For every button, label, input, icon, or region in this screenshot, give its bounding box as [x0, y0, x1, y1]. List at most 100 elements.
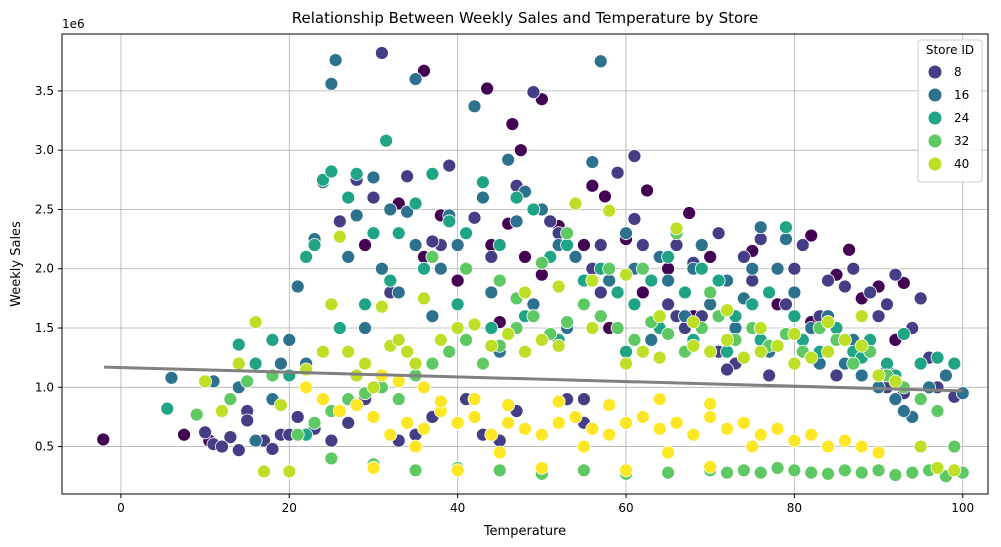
scatter-point — [299, 249, 314, 264]
regression-line — [104, 365, 963, 393]
scatter-point — [703, 459, 718, 474]
data-points — [96, 46, 970, 484]
scatter-point — [476, 190, 490, 205]
scatter-point — [640, 183, 654, 198]
scatter-point — [871, 368, 886, 383]
scatter-point — [854, 338, 869, 353]
scatter-point — [821, 439, 835, 454]
scatter-point — [598, 189, 612, 204]
scatter-point — [534, 332, 549, 347]
scatter-point — [290, 410, 305, 424]
scatter-point — [627, 149, 642, 164]
scatter-point — [442, 158, 457, 173]
legend-marker — [928, 111, 942, 125]
scatter-point — [433, 332, 448, 347]
scatter-point — [762, 368, 777, 383]
scatter-point — [779, 297, 793, 312]
y-tick-label: 3.0 — [35, 143, 54, 157]
scatter-point — [593, 309, 608, 324]
x-tick-label: 40 — [450, 501, 465, 515]
scatter-point — [425, 166, 440, 181]
scatter-point — [509, 214, 524, 229]
axis-ticks: 0 20 40 60 80 100 0.5 1.0 1.5 2.0 2.5 3.0 3.5 — [35, 84, 974, 515]
scatter-point — [484, 285, 499, 300]
scatter-point — [484, 338, 499, 353]
scatter-point — [408, 356, 423, 371]
scatter-point — [240, 413, 255, 428]
scatter-point — [316, 344, 330, 359]
scatter-point — [400, 204, 415, 219]
scatter-point — [871, 309, 886, 324]
scatter-point — [282, 332, 297, 347]
scatter-point — [804, 465, 819, 480]
y-tick-label: 0.5 — [35, 440, 54, 454]
scatter-point — [551, 415, 566, 430]
scatter-point — [577, 297, 591, 312]
scatter-point — [366, 380, 381, 395]
scatter-point — [913, 392, 928, 407]
legend-marker — [928, 134, 942, 148]
scatter-point — [787, 327, 802, 341]
scatter-point — [854, 309, 869, 324]
scatter-point — [703, 297, 718, 312]
x-tick-label: 80 — [787, 501, 802, 515]
chart-title: Relationship Between Weekly Sales and Te… — [292, 9, 758, 27]
scatter-point — [332, 214, 347, 229]
scatter-point — [888, 267, 903, 282]
scatter-point — [383, 273, 398, 288]
scatter-point — [467, 99, 482, 114]
scatter-point — [425, 234, 440, 249]
scatter-point — [627, 332, 642, 347]
scatter-point — [408, 463, 423, 478]
scatter-point — [602, 273, 617, 288]
scatter-point — [930, 461, 945, 475]
scatter-point — [837, 433, 852, 448]
scatter-point — [366, 410, 381, 424]
scatter-point — [231, 337, 246, 352]
scatter-point — [635, 410, 650, 424]
scatter-point — [273, 356, 288, 371]
scatter-point — [374, 261, 389, 276]
scatter-point — [265, 332, 280, 347]
scatter-point — [854, 439, 869, 454]
scatter-point — [753, 220, 768, 235]
scatter-point — [316, 392, 330, 407]
scatter-point — [787, 463, 802, 478]
scatter-point — [930, 350, 945, 365]
scatter-point — [349, 208, 364, 223]
scatter-point — [374, 299, 389, 314]
scatter-point — [248, 433, 263, 448]
scatter-point — [425, 309, 440, 324]
scatter-point — [610, 165, 625, 180]
scatter-point — [400, 344, 415, 359]
scatter-point — [265, 442, 280, 456]
scatter-point — [383, 202, 398, 217]
scatter-point — [854, 368, 869, 383]
legend-entry-label: 40 — [954, 157, 969, 171]
scatter-point — [610, 321, 625, 335]
scatter-point — [711, 226, 726, 241]
scatter-point — [770, 261, 785, 276]
scatter-point — [476, 175, 490, 190]
legend-entry-label: 32 — [954, 134, 969, 148]
scatter-point — [736, 415, 751, 430]
scatter-point — [282, 464, 297, 479]
scatter-point — [501, 415, 516, 430]
scatter-point — [484, 249, 499, 264]
scatter-point — [366, 226, 381, 241]
scatter-point — [753, 321, 768, 335]
scatter-point — [644, 273, 659, 288]
scatter-point — [896, 327, 911, 341]
scatter-point — [627, 212, 642, 226]
scatter-point — [484, 427, 499, 442]
scatter-point — [492, 463, 507, 478]
scatter-point — [433, 394, 448, 409]
scatter-point — [248, 315, 263, 329]
scatter-point — [324, 76, 339, 91]
scatter-point — [787, 433, 802, 448]
scatter-point — [678, 285, 692, 300]
scatter-point — [459, 332, 473, 347]
scatter-point — [703, 344, 718, 359]
scatter-point — [821, 344, 835, 359]
scatter-point — [593, 54, 608, 69]
